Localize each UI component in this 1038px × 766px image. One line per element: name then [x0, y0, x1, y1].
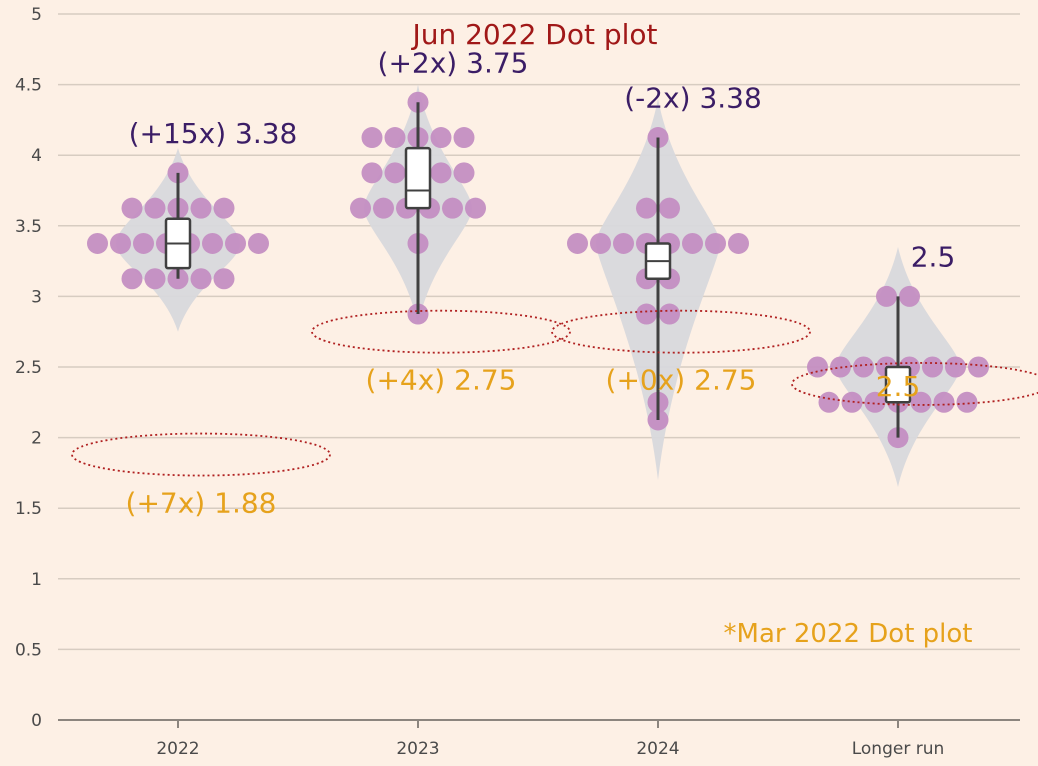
mar-median-ellipse [71, 432, 331, 477]
data-dot [453, 162, 475, 184]
data-dot [876, 285, 897, 307]
data-dot [853, 356, 874, 378]
data-dot [453, 127, 475, 149]
data-dot [361, 162, 383, 184]
annotations-layer: (+15x) 3.38 (+7x) 1.88 (+2x) 3.75 (+4x) 2.7… [71, 46, 1038, 520]
y-tick-label: 2 [31, 429, 42, 449]
data-dot [442, 197, 463, 219]
data-dot [121, 197, 143, 219]
data-dot [636, 303, 657, 325]
data-dot [590, 232, 611, 254]
data-dot [636, 197, 657, 219]
y-tick-label: 1.5 [15, 499, 42, 519]
data-dot [910, 391, 932, 413]
y-tick-label: 4 [31, 146, 42, 166]
data-dot [213, 268, 235, 290]
data-dot [567, 232, 588, 254]
mar-label: (+7x) 1.88 [126, 487, 277, 520]
data-dot [841, 391, 863, 413]
data-dot [728, 232, 749, 254]
mar-median-ellipse [791, 362, 1038, 406]
x-tick-label: 2022 [156, 739, 199, 759]
y-tick-label: 0.5 [15, 640, 42, 660]
data-dot [350, 197, 371, 219]
mar-label: (+4x) 2.75 [366, 364, 517, 397]
mar-label: 2.5 [876, 370, 921, 403]
data-dot [144, 197, 166, 219]
y-tick-label: 2.5 [15, 358, 42, 378]
data-dot [213, 197, 235, 219]
data-dot [384, 162, 406, 184]
data-dot [202, 232, 223, 254]
y-tick-label: 3.5 [15, 217, 42, 237]
y-tick-label: 0 [31, 711, 42, 731]
y-tick-label: 3 [31, 287, 42, 307]
x-axis: 2022 2023 2024 Longer run [58, 719, 1020, 759]
data-dot [807, 356, 828, 378]
data-dot [968, 356, 989, 378]
data-dot [384, 127, 406, 149]
chart-footnote: *Mar 2022 Dot plot [724, 619, 973, 649]
data-dot [87, 232, 108, 254]
data-dot [133, 232, 154, 254]
data-dot [705, 232, 726, 254]
data-dot [899, 285, 920, 307]
y-tick-label: 5 [31, 5, 42, 25]
group-2023 [350, 84, 486, 325]
x-tick-label: 2024 [636, 739, 679, 759]
data-dot [430, 162, 452, 184]
data-dot [613, 232, 634, 254]
y-axis: 0 0.5 1 1.5 2 2.5 3 3.5 4 4.5 5 [15, 5, 42, 731]
data-dot [818, 391, 840, 413]
data-dot [945, 356, 966, 378]
jun-label: (+2x) 3.75 [378, 46, 529, 79]
data-dot [248, 232, 269, 254]
jun-label: (-2x) 3.38 [624, 82, 762, 115]
mar-median-ellipse [311, 309, 571, 354]
data-dot [190, 197, 212, 219]
data-dot [361, 127, 383, 149]
data-dot [864, 391, 886, 413]
data-dot [121, 268, 143, 290]
data-dot [922, 356, 943, 378]
group-2024 [567, 98, 749, 480]
y-tick-label: 4.5 [15, 76, 42, 96]
mar-median-ellipse [551, 309, 811, 354]
data-dot [110, 232, 131, 254]
data-dot [659, 197, 680, 219]
y-tick-label: 1 [31, 570, 42, 590]
data-dot [933, 391, 955, 413]
jun-label: 2.5 [911, 240, 956, 273]
data-dot [659, 303, 680, 325]
x-tick-label: Longer run [852, 739, 945, 759]
data-dot [430, 127, 452, 149]
data-dot [465, 197, 486, 219]
chart-title: Jun 2022 Dot plot [410, 18, 657, 51]
data-dot [682, 232, 703, 254]
mar-label: (+0x) 2.75 [606, 364, 757, 397]
data-dot [225, 232, 246, 254]
data-dot [190, 268, 212, 290]
group-longer-run [807, 246, 989, 488]
group-2022 [87, 148, 269, 332]
data-dot [144, 268, 166, 290]
data-dot [373, 197, 394, 219]
jun-label: (+15x) 3.38 [129, 117, 298, 150]
series-groups [87, 84, 989, 488]
data-dot [956, 391, 978, 413]
box-iqr [404, 146, 432, 210]
x-tick-label: 2023 [396, 739, 439, 759]
